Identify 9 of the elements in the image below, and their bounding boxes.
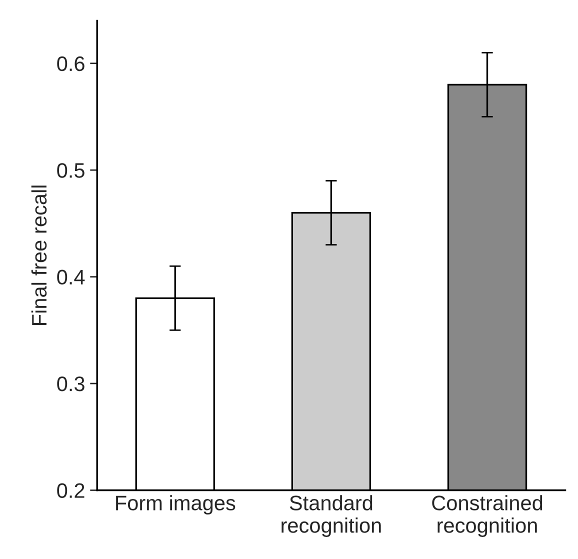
x-tick-label: Standard recognition xyxy=(282,495,381,537)
y-axis-title: Final free recall xyxy=(31,186,47,325)
x-tick-label: Form images xyxy=(116,495,236,515)
y-tick-label: 0.5 xyxy=(57,163,84,178)
y-tick-label: 0.4 xyxy=(57,270,85,285)
y-tick-label: 0.2 xyxy=(57,483,84,498)
x-tick-label: Constrained recognition xyxy=(432,495,542,537)
y-tick-label: 0.6 xyxy=(57,56,84,72)
y-tick-label: 0.3 xyxy=(57,376,84,392)
